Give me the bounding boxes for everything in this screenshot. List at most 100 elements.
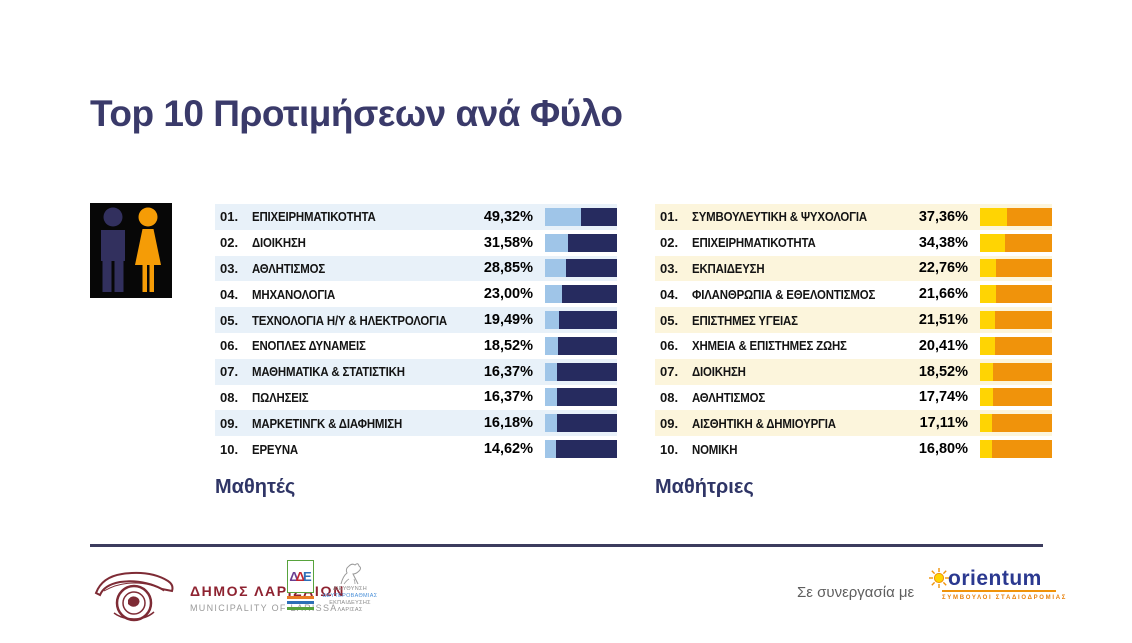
preference-bar <box>980 336 1052 355</box>
preference-row: 08. ΑΘΛΗΤΙΣΜΟΣ 17,74% <box>655 385 1052 411</box>
preference-bar-fill <box>545 233 568 252</box>
preference-row: 10. ΝΟΜΙΚΗ 16,80% <box>655 436 1052 462</box>
orientum-wordmark: orientum <box>948 566 1042 590</box>
dde-text-line: ΕΚΠΑΙΔΕΥΣΗΣ <box>329 600 371 606</box>
rank-number: 03. <box>660 260 679 276</box>
rank-number: 05. <box>660 312 679 328</box>
preference-label: ΔΙΟΙΚΗΣΗ <box>692 364 746 380</box>
preference-bar-fill <box>545 336 559 355</box>
preference-row: 02. ΕΠΙΧΕΙΡΗΜΑΤΙΚΟΤΗΤΑ 34,38% <box>655 230 1052 256</box>
preference-bar <box>980 233 1052 252</box>
preference-bar-fill <box>980 285 996 304</box>
rank-number: 01. <box>220 209 239 225</box>
preference-percentage: 18,52% <box>918 363 968 380</box>
preference-label: ΣΥΜΒΟΥΛΕΥΤΙΚΗ & ΨΥΧΟΛΟΓΙΑ <box>692 209 867 225</box>
rank-number: 06. <box>220 338 239 354</box>
sun-icon <box>929 568 949 588</box>
preference-percentage: 22,76% <box>918 260 968 277</box>
preference-percentage: 18,52% <box>483 337 533 354</box>
preference-percentage: 16,37% <box>483 363 533 380</box>
dde-stripe <box>287 606 314 610</box>
preference-label: ΜΑΘΗΜΑΤΙΚΑ & ΣΤΑΤΙΣΤΙΚΗ <box>252 364 405 380</box>
rank-number: 03. <box>220 260 239 276</box>
preference-bar <box>545 440 617 459</box>
preference-bar <box>545 259 617 278</box>
preference-bar <box>545 311 617 330</box>
preference-percentage: 34,38% <box>918 234 968 251</box>
rank-number: 04. <box>220 286 239 302</box>
dde-logo-text: ΔΙΕΥΘΥΝΣΗ ΔΕΥΤΕΡΟΒΑΘΜΙΑΣ ΕΚΠΑΙΔΕΥΣΗΣ ΛΑΡ… <box>319 560 381 614</box>
preference-label: ΕΠΙΧΕΙΡΗΜΑΤΙΚΟΤΗΤΑ <box>252 209 376 225</box>
preference-bar <box>545 336 617 355</box>
preference-percentage: 20,41% <box>918 337 968 354</box>
preference-row: 07. ΔΙΟΙΚΗΣΗ 18,52% <box>655 358 1052 385</box>
preference-row: 01. ΣΥΜΒΟΥΛΕΥΤΙΚΗ & ΨΥΧΟΛΟΓΙΑ 37,36% <box>655 204 1052 230</box>
preference-bar <box>545 414 617 433</box>
preference-row: 05. ΕΠΙΣΤΗΜΕΣ ΥΓΕΙΑΣ 21,51% <box>655 307 1052 333</box>
preference-bar-fill <box>980 311 996 330</box>
male-list-caption: Μαθητές <box>215 476 296 498</box>
preference-bar <box>545 362 617 381</box>
rank-number: 01. <box>660 209 679 225</box>
preference-bar-fill <box>980 207 1007 226</box>
preference-bar <box>545 207 617 226</box>
preference-label: ΕΡΕΥΝΑ <box>252 441 298 457</box>
preference-label: ΝΟΜΙΚΗ <box>692 441 738 457</box>
page-title: Top 10 Προτιμήσεων ανά Φύλο <box>90 93 623 134</box>
partnership-label: Σε συνεργασία με <box>797 584 915 601</box>
preference-row: 04. ΦΙΛΑΝΘΡΩΠΙΑ & ΕΘΕΛΟΝΤΙΣΜΟΣ 21,66% <box>655 281 1052 307</box>
preference-row: 10. ΕΡΕΥΝΑ 14,62% <box>215 436 617 462</box>
preference-label: ΑΘΛΗΤΙΣΜΟΣ <box>692 389 766 405</box>
rank-number: 09. <box>660 415 679 431</box>
preference-percentage: 17,11% <box>919 415 968 432</box>
preference-row: 09. ΜΑΡΚΕΤΙΝΓΚ & ΔΙΑΦΗΜΙΣΗ 16,18% <box>215 410 617 437</box>
dde-letter: Δ <box>295 569 305 584</box>
preference-bar-fill <box>545 362 557 381</box>
female-list-caption: Μαθήτριες <box>655 476 754 498</box>
preference-label: ΧΗΜΕΙΑ & ΕΠΙΣΤΗΜΕΣ ΖΩΗΣ <box>692 338 847 354</box>
preference-label: ΜΑΡΚΕΤΙΝΓΚ & ΔΙΑΦΗΜΙΣΗ <box>252 415 403 431</box>
preference-bar <box>980 440 1052 459</box>
horse-sketch-icon <box>340 563 361 585</box>
preference-bar <box>980 259 1052 278</box>
preference-row: 03. ΑΘΛΗΤΙΣΜΟΣ 28,85% <box>215 255 617 282</box>
larissa-subtitle: MUNICIPALITY OF LARISSA <box>190 603 338 613</box>
preference-percentage: 23,00% <box>483 286 533 303</box>
dde-letter: Ε <box>303 569 312 584</box>
dde-stripe <box>287 595 314 599</box>
preference-row: 02. ΔΙΟΙΚΗΣΗ 31,58% <box>215 230 617 256</box>
preference-percentage: 28,85% <box>483 260 533 277</box>
preference-bar <box>545 285 617 304</box>
dde-text-line: ΛΑΡΙΣΑΣ <box>337 607 363 613</box>
preference-percentage: 37,36% <box>918 208 968 225</box>
orientum-logo: orientum ΣΥΜΒΟΥΛΟΙ ΣΤΑΔΙΟΔΡΟΜΙΑΣ <box>928 566 1065 601</box>
dde-letter: Δ <box>289 569 299 584</box>
rank-number: 10. <box>660 441 679 457</box>
male-preferences-list: 01. ΕΠΙΧΕΙΡΗΜΑΤΙΚΟΤΗΤΑ 49,32% 02. ΔΙΟΙΚΗΣΗ 31… <box>215 204 617 462</box>
preference-bar-fill <box>545 207 581 226</box>
preference-row: 09. ΑΙΣΘΗΤΙΚΗ & ΔΗΜΙΟΥΡΓΙΑ 17,11% <box>655 410 1052 437</box>
footer-divider <box>90 544 1043 547</box>
preference-bar-fill <box>980 414 993 433</box>
dde-stripe <box>287 601 314 604</box>
female-preferences-list: 01. ΣΥΜΒΟΥΛΕΥΤΙΚΗ & ΨΥΧΟΛΟΓΙΑ 37,36% 02. ΕΠΙ… <box>655 204 1052 462</box>
preference-bar-fill <box>980 259 997 278</box>
preference-percentage: 31,58% <box>483 234 533 251</box>
preference-row: 04. ΜΗΧΑΝΟΛΟΓΙΑ 23,00% <box>215 281 617 307</box>
preference-row: 07. ΜΑΘΗΜΑΤΙΚΑ & ΣΤΑΤΙΣΤΙΚΗ 16,37% <box>215 358 617 385</box>
preference-bar <box>980 311 1052 330</box>
preference-label: ΕΚΠΑΙΔΕΥΣΗ <box>692 260 765 276</box>
preference-percentage: 16,37% <box>483 389 533 406</box>
preference-bar-fill <box>545 388 557 407</box>
preference-label: ΑΘΛΗΤΙΣΜΟΣ <box>252 260 326 276</box>
preference-row: 08. ΠΩΛΗΣΕΙΣ 16,37% <box>215 385 617 411</box>
preference-bar <box>980 362 1052 381</box>
preference-bar <box>980 388 1052 407</box>
dde-text-line: ΔΕΥΤΕΡΟΒΑΘΜΙΑΣ <box>322 593 378 599</box>
rank-number: 06. <box>660 338 679 354</box>
dde-text-line: ΔΙΕΥΘΥΝΣΗ <box>332 586 368 592</box>
rank-number: 09. <box>220 415 239 431</box>
preference-bar <box>980 414 1052 433</box>
preference-percentage: 19,49% <box>483 312 533 329</box>
preference-percentage: 16,80% <box>918 441 968 458</box>
